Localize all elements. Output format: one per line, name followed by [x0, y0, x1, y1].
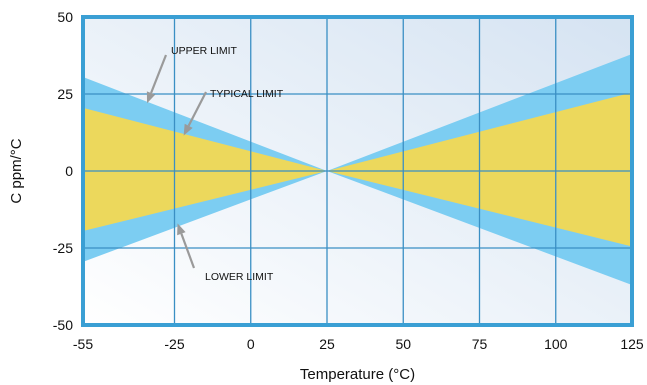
- typical-limit-band: [83, 92, 632, 247]
- x-tick-label: 0: [247, 336, 255, 352]
- typical-limit-label: TYPICAL LIMIT: [210, 88, 284, 100]
- x-tick-label: 50: [395, 336, 411, 352]
- typical-limit-arrowhead: [183, 123, 193, 136]
- x-tick-label: -55: [73, 336, 93, 352]
- lower-limit-arrowhead: [177, 223, 186, 236]
- x-tick-label: -25: [164, 336, 184, 352]
- lower-limit-arrow: [180, 233, 196, 269]
- y-tick-label: -25: [53, 240, 73, 256]
- y-tick-label: 0: [65, 163, 73, 179]
- plot-frame: [81, 15, 634, 327]
- x-tick-label: 75: [472, 336, 488, 352]
- lower-limit-label: LOWER LIMIT: [205, 271, 274, 283]
- y-tick-label: -50: [53, 317, 73, 333]
- x-axis-ticks: -55 -25 0 25 50 75 100 125: [73, 336, 644, 352]
- upper-limit-label: UPPER LIMIT: [171, 45, 238, 57]
- x-tick-label: 100: [544, 336, 568, 352]
- grid-lines: [83, 17, 632, 325]
- y-tick-label: 50: [57, 9, 73, 25]
- y-axis-title: C ppm/°C: [8, 138, 25, 203]
- x-axis-title: Temperature (°C): [300, 366, 415, 383]
- y-axis-ticks: -50 -25 0 25 50: [53, 9, 73, 333]
- typical-limit-arrow: [187, 91, 207, 127]
- upper-limit-arrowhead: [146, 91, 156, 104]
- x-tick-label: 25: [319, 336, 335, 352]
- x-tick-label: 125: [620, 336, 644, 352]
- upper-limit-arrow: [150, 54, 168, 94]
- y-tick-label: 25: [57, 86, 73, 102]
